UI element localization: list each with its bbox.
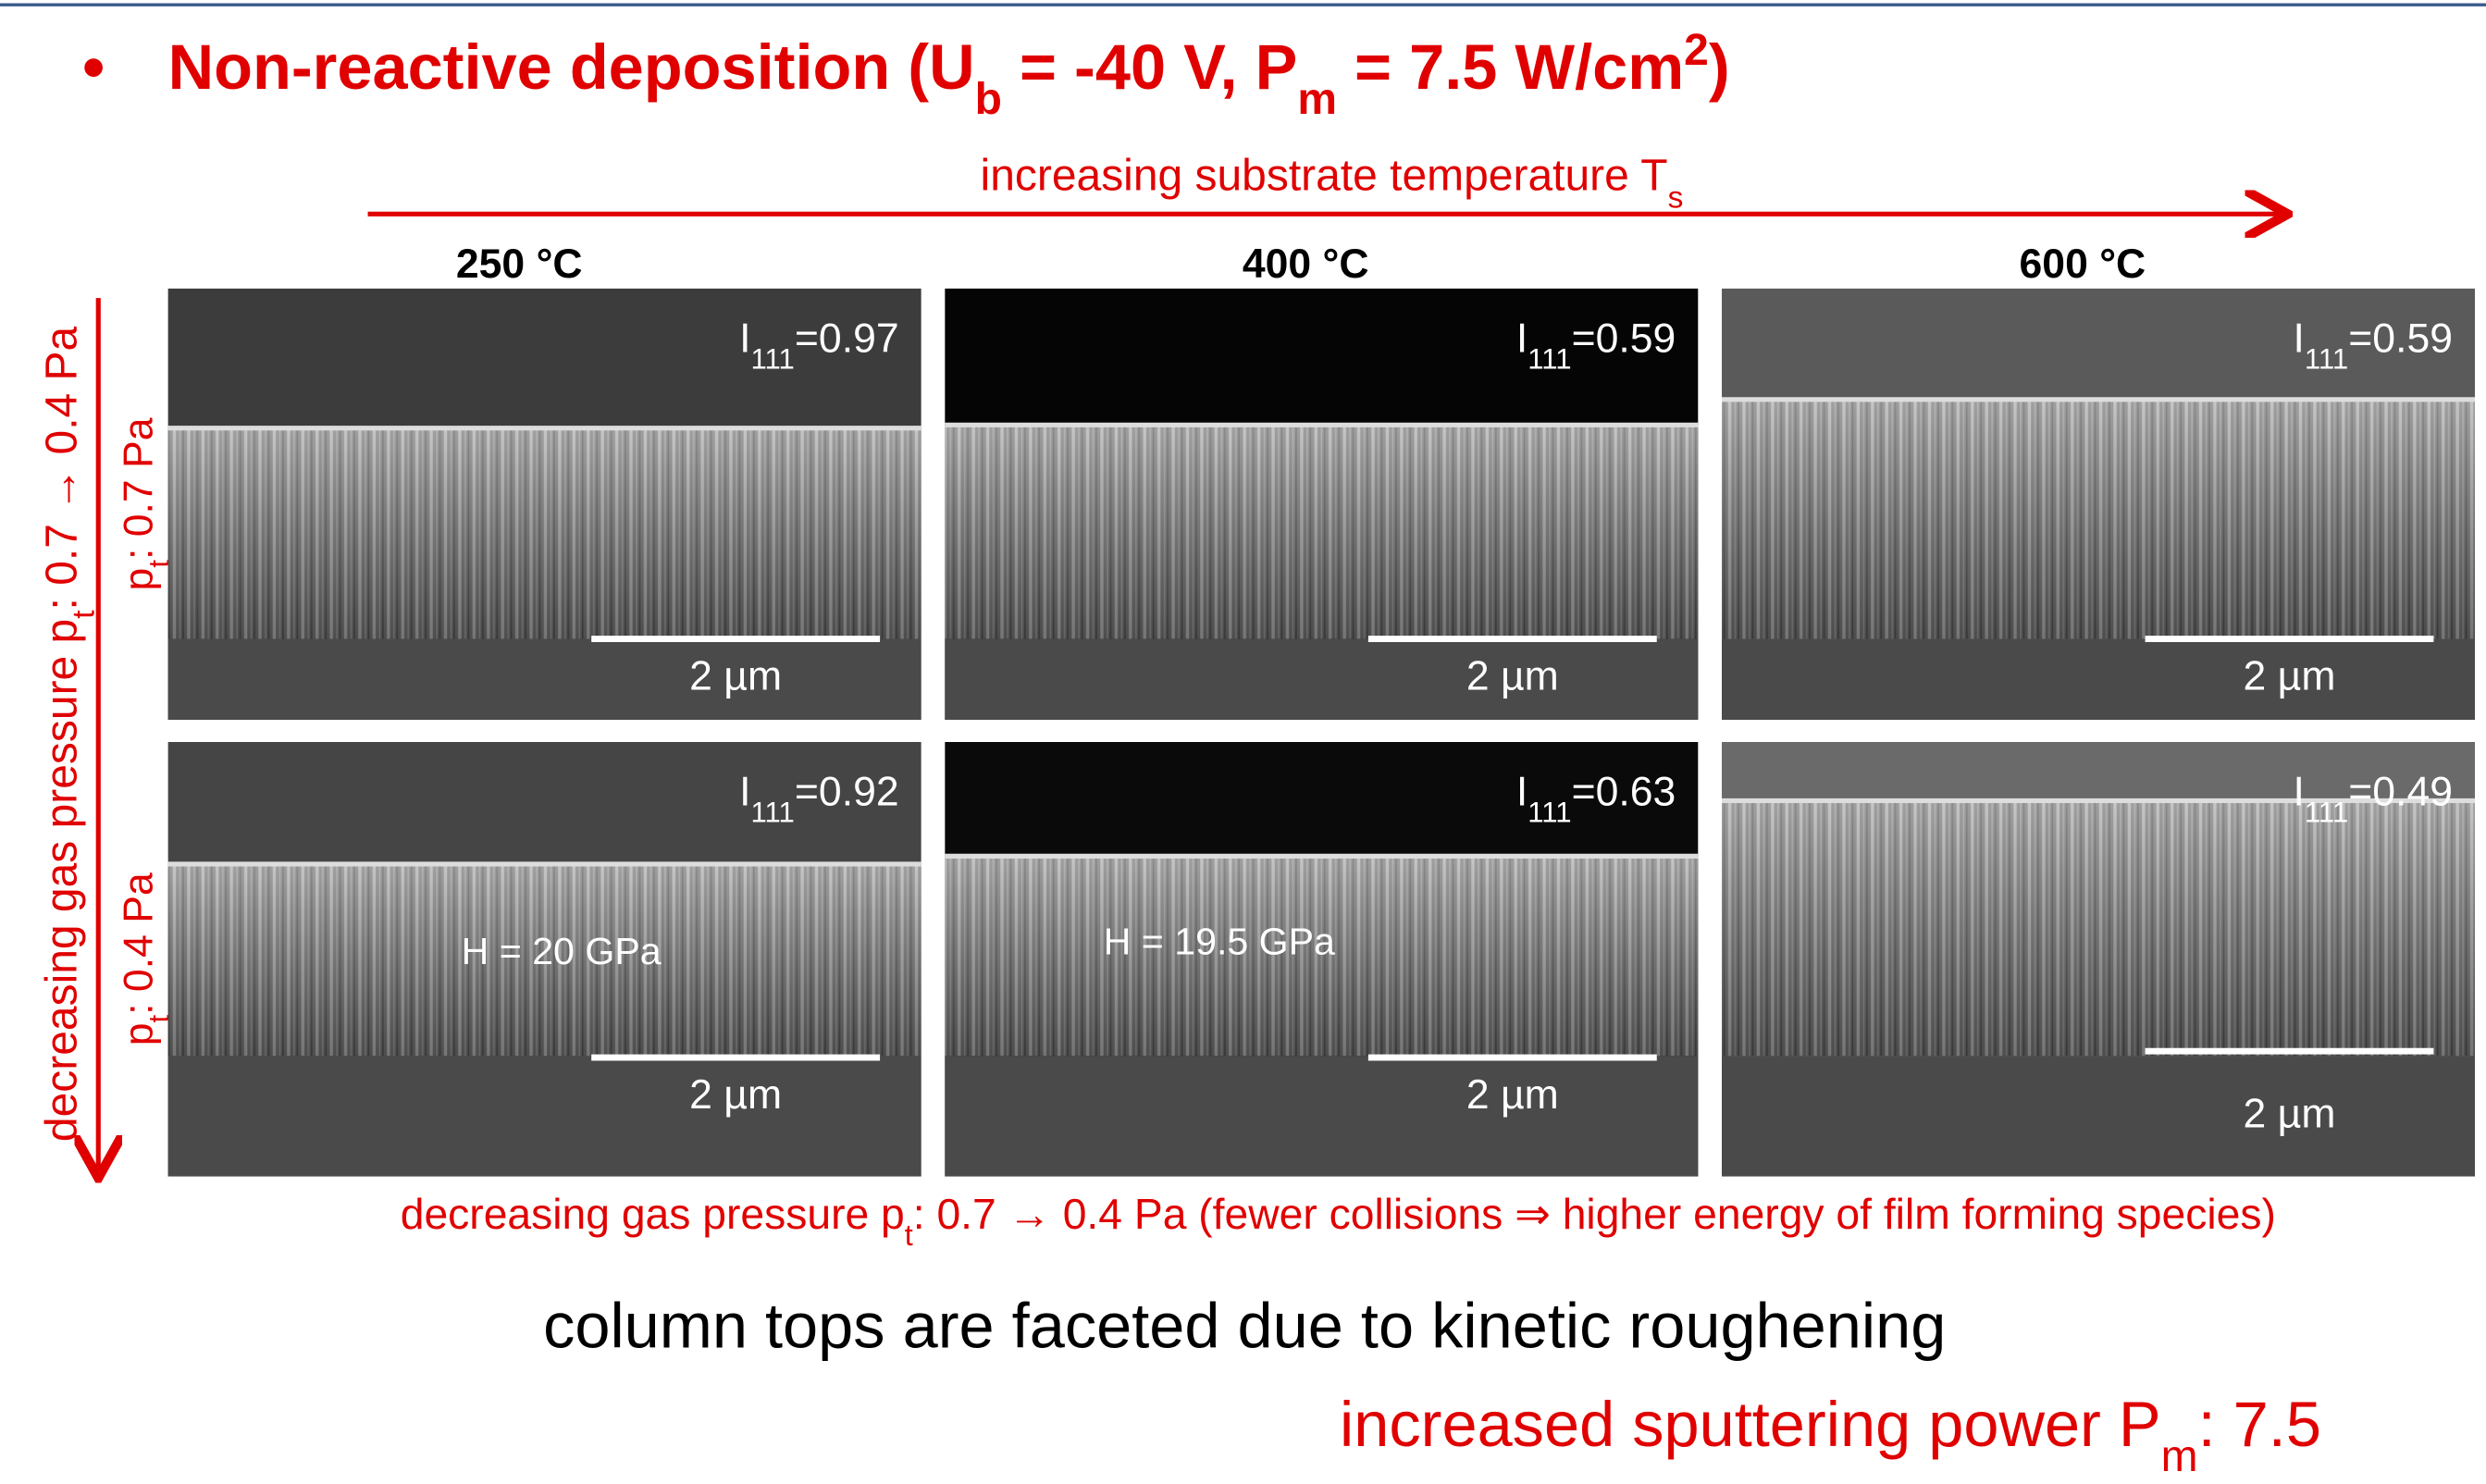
title-part: = -40 V, P bbox=[1002, 31, 1297, 103]
column-header: 600 °C bbox=[2020, 241, 2146, 287]
film-shade bbox=[167, 863, 921, 1057]
title-part: 2 bbox=[1684, 25, 1709, 74]
bottom-note-part: increased sputtering power P bbox=[1340, 1389, 2161, 1460]
substrate bbox=[1722, 1056, 2476, 1177]
hardness-label: H = 20 GPa bbox=[462, 930, 662, 972]
intensity-label: I111=0.63 bbox=[1516, 770, 1676, 829]
temperature-label-part: increasing substrate temperature T bbox=[981, 152, 1668, 201]
row-label: pt: 0.7 Pa bbox=[117, 417, 176, 590]
conclusion: column tops are faceted due to kinetic r… bbox=[543, 1291, 1946, 1362]
row-label-part: p bbox=[117, 568, 162, 591]
intensity-label-part: 111 bbox=[751, 342, 795, 375]
row-label-part: : 0.4 Pa bbox=[117, 872, 162, 1015]
title-part: b bbox=[975, 74, 1002, 123]
scale-label: 2 µm bbox=[2244, 1091, 2336, 1136]
intensity-label-part: I bbox=[2294, 315, 2305, 361]
row-label-part: t bbox=[142, 560, 175, 568]
pressure-label-part: decreasing gas pressure p bbox=[37, 619, 86, 1142]
bottom-note-part: : 7.5 bbox=[2198, 1389, 2321, 1460]
temperature-label-part: s bbox=[1668, 180, 1684, 215]
intensity-label: I111=0.49 bbox=[2294, 770, 2454, 829]
film-shade bbox=[945, 425, 1699, 639]
row-label: pt: 0.4 Pa bbox=[117, 872, 176, 1045]
footer-note-part: t bbox=[905, 1218, 913, 1252]
intensity-label-part: =0.63 bbox=[1572, 770, 1676, 815]
intensity-label: I111=0.97 bbox=[739, 315, 899, 375]
bullet: • bbox=[82, 31, 105, 103]
film-shade bbox=[167, 427, 921, 639]
substrate bbox=[945, 638, 1699, 721]
intensity-label: I111=0.59 bbox=[2294, 315, 2454, 375]
pressure-label-part: : 0.7 → 0.4 Pa bbox=[37, 326, 86, 610]
intensity-label-part: 111 bbox=[2305, 796, 2348, 828]
intensity-label-part: I bbox=[1516, 315, 1527, 361]
substrate bbox=[167, 638, 921, 721]
scale-label: 2 µm bbox=[1466, 1072, 1559, 1118]
intensity-label: I111=0.92 bbox=[739, 770, 899, 829]
column-header: 400 °C bbox=[1243, 241, 1369, 287]
intensity-label-part: I bbox=[739, 770, 750, 815]
intensity-label-part: I bbox=[2294, 770, 2305, 815]
title-part: Non-reactive deposition (U bbox=[168, 31, 975, 103]
title: Non-reactive deposition (Ub = -40 V, Pm … bbox=[168, 25, 1730, 123]
intensity-label-part: 111 bbox=[2305, 342, 2348, 375]
intensity-label-part: I bbox=[739, 315, 750, 361]
pressure-label: decreasing gas pressure pt: 0.7 → 0.4 Pa bbox=[37, 326, 101, 1142]
intensity-label-part: 111 bbox=[1527, 796, 1571, 828]
footer-note: decreasing gas pressure pt: 0.7 → 0.4 Pa… bbox=[401, 1190, 2276, 1252]
intensity-label-part: =0.97 bbox=[795, 315, 899, 361]
film-shade bbox=[1722, 800, 2476, 1057]
title-part: ) bbox=[1709, 31, 1730, 103]
row-label-part: t bbox=[142, 1014, 175, 1022]
footer-note-part: : 0.7 → 0.4 Pa (fewer collisions ⇒ highe… bbox=[913, 1190, 2276, 1238]
intensity-label-part: =0.49 bbox=[2348, 770, 2453, 815]
scale-label: 2 µm bbox=[689, 653, 782, 699]
intensity-label: I111=0.59 bbox=[1516, 315, 1676, 375]
film-shade bbox=[1722, 399, 2476, 639]
temperature-label: increasing substrate temperature Ts bbox=[981, 152, 1684, 216]
scale-label: 2 µm bbox=[1466, 653, 1559, 699]
substrate bbox=[167, 1056, 921, 1177]
column-header: 250 °C bbox=[456, 241, 583, 287]
pressure-label-part: t bbox=[67, 610, 101, 619]
intensity-label-part: 111 bbox=[1527, 342, 1571, 375]
substrate bbox=[945, 1056, 1699, 1177]
row-label-part: : 0.7 Pa bbox=[117, 417, 162, 560]
bottom-note-part: m bbox=[2161, 1431, 2198, 1480]
title-part: m bbox=[1297, 74, 1337, 123]
intensity-label-part: =0.59 bbox=[2348, 315, 2453, 361]
title-part: = 7.5 W/cm bbox=[1337, 31, 1684, 103]
footer-note-part: decreasing gas pressure p bbox=[401, 1190, 905, 1238]
substrate bbox=[1722, 638, 2476, 721]
intensity-label-part: =0.92 bbox=[795, 770, 899, 815]
intensity-label-part: =0.59 bbox=[1572, 315, 1676, 361]
row-label-part: p bbox=[117, 1022, 162, 1045]
scale-label: 2 µm bbox=[2244, 653, 2336, 699]
intensity-label-part: 111 bbox=[751, 796, 795, 828]
intensity-label-part: I bbox=[1516, 770, 1527, 815]
film-shade bbox=[945, 856, 1699, 1057]
hardness-label: H = 19.5 GPa bbox=[1104, 921, 1335, 963]
bottom-note: increased sputtering power Pm: 7.5 bbox=[1340, 1389, 2321, 1481]
scale-label: 2 µm bbox=[689, 1072, 782, 1118]
